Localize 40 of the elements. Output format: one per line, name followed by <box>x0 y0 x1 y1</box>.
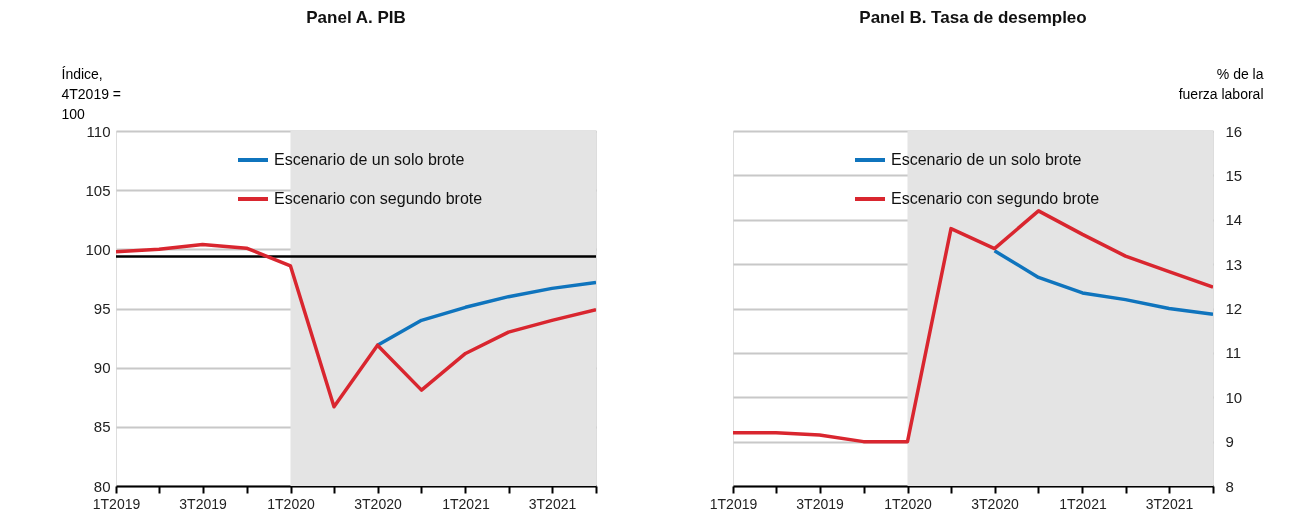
y2-tick-label: 9 <box>1225 433 1234 451</box>
x-tick-label: 3T2020 <box>354 495 402 512</box>
x-tick-label: 1T2020 <box>884 495 932 512</box>
y2-tick-label: 8 <box>1225 477 1234 495</box>
legend-label: Escenario de un solo brote <box>891 151 1082 168</box>
x-tick-label: 3T2021 <box>528 495 577 512</box>
line-series <box>375 280 596 347</box>
y-tick-label: 105 <box>85 181 111 199</box>
y2-tick-label: 15 <box>1225 166 1243 184</box>
x-tick-label: 3T2021 <box>1145 495 1194 512</box>
y-tick-label: 95 <box>93 300 111 317</box>
y-tick-label: 100 <box>85 240 111 258</box>
y2-tick-label: 10 <box>1225 388 1243 406</box>
y2-tick-label: 13 <box>1225 255 1243 273</box>
y-tick-label: 110 <box>86 122 111 140</box>
y-tick-label: 80 <box>93 477 111 495</box>
legend-label: Escenario con segundo brote <box>891 190 1100 207</box>
line-series <box>992 249 1213 317</box>
x-tick-label: 1T2021 <box>442 495 490 512</box>
x-tick-label: 1T2019 <box>709 495 758 512</box>
x-tick-label: 1T2021 <box>1059 495 1107 512</box>
y2-tick-label: 11 <box>1225 344 1242 362</box>
x-tick-label: 1T2019 <box>92 495 141 512</box>
x-tick-label: 3T2020 <box>971 495 1019 512</box>
y2-tick-label: 12 <box>1225 300 1243 317</box>
chart-title: Panel A. PIB <box>306 8 406 27</box>
y-tick-label: 85 <box>93 418 111 436</box>
legend-label: Escenario de un solo brote <box>274 151 465 168</box>
y2-axis-title: % de la fuerza laboral <box>1178 65 1264 102</box>
x-tick-label: 3T2019 <box>179 495 227 512</box>
x-tick-label: 3T2019 <box>796 495 844 512</box>
chart-title: Panel B. Tasa de desempleo <box>859 8 1087 27</box>
x-tick-label: 1T2020 <box>267 495 315 512</box>
y2-tick-label: 14 <box>1225 211 1243 229</box>
line-series <box>116 242 596 409</box>
y-tick-label: 90 <box>93 359 111 377</box>
y-axis-title: Índice, 4T2019 = 100 <box>61 65 122 122</box>
legend-label: Escenario con segundo brote <box>274 190 483 207</box>
y2-tick-label: 16 <box>1225 122 1243 140</box>
line-series <box>733 209 1213 444</box>
